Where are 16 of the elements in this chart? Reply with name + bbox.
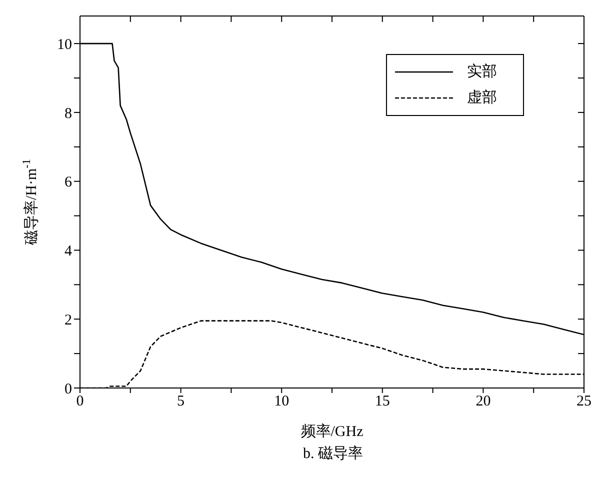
y-tick-label: 4 <box>64 244 72 260</box>
x-tick-label: 10 <box>274 394 290 410</box>
legend-label: 虚部 <box>467 88 497 108</box>
x-tick-label: 20 <box>476 394 491 410</box>
y-tick-label: 2 <box>64 312 72 328</box>
x-tick-label: 5 <box>177 394 185 410</box>
x-tick-label: 0 <box>76 394 84 410</box>
y-tick-label: 8 <box>64 106 72 122</box>
x-tick-label: 25 <box>576 394 592 410</box>
y-tick-label: 0 <box>64 381 72 398</box>
y-tick-label: 10 <box>57 36 72 53</box>
x-tick-label: 15 <box>374 394 390 410</box>
x-axis-title: 频率/GHz <box>300 423 364 440</box>
y-tick-label: 6 <box>64 174 72 191</box>
text: b. 磁导率 <box>302 444 364 463</box>
legend-label: 实部 <box>467 62 497 82</box>
